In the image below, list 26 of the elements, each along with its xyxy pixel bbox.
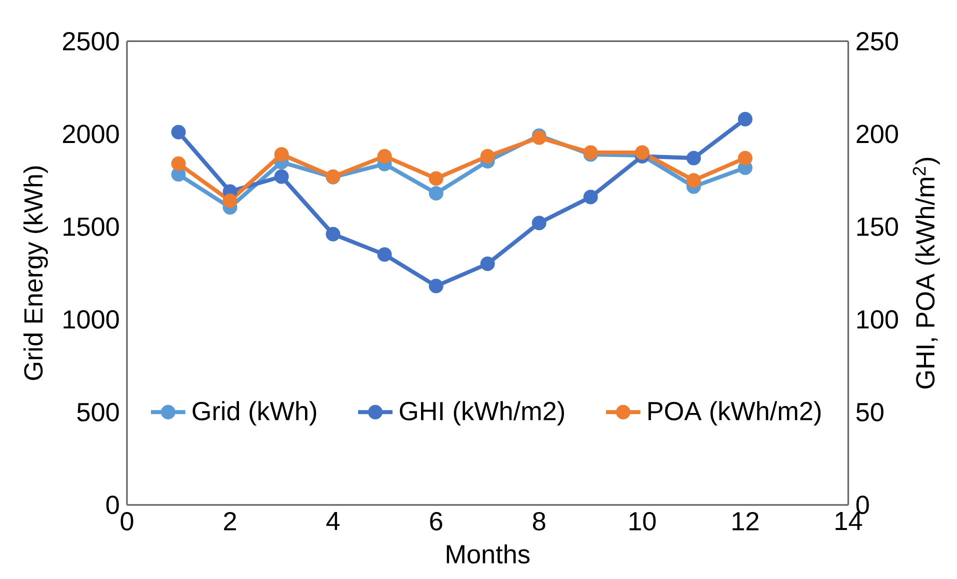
y2-tick-label: 250 [856,32,898,50]
x-tick-label: 10 [630,512,656,530]
y-axis-title: Grid Energy (kWh) [23,166,48,380]
y-tick-label: 1000 [64,310,119,329]
y-tick-label: 2500 [63,32,119,50]
legend-label: GHI (kWh/m2) [400,401,564,426]
x-tick-label: 14 [836,512,862,530]
x-tick-label: 4 [326,512,340,530]
x-axis-title: Months [446,544,530,564]
y2-tick-label: 50 [856,402,884,422]
y-tick-label: 2000 [63,124,119,144]
x-tick-label: 12 [732,512,758,530]
legend-label: Grid (kWh) [192,401,316,426]
y2-tick-label: 0 [856,495,869,514]
x-tick-label: 6 [430,512,442,530]
legend-label: POA (kWh/m2) [648,401,821,426]
y2-axis-title: GHI, POA (kWh/m$^{2}$) [912,158,940,388]
y2-tick-label: 100 [857,310,898,329]
y2-tick-label: 150 [857,217,898,236]
x-tick-label: 8 [532,512,546,530]
x-tick-label: 0 [120,512,134,530]
y-tick-label: 1500 [64,217,119,236]
y-tick-label: 500 [77,402,119,422]
x-tick-label: 2 [224,512,236,530]
y-tick-label: 0 [106,495,119,514]
y2-tick-label: 200 [856,124,898,144]
